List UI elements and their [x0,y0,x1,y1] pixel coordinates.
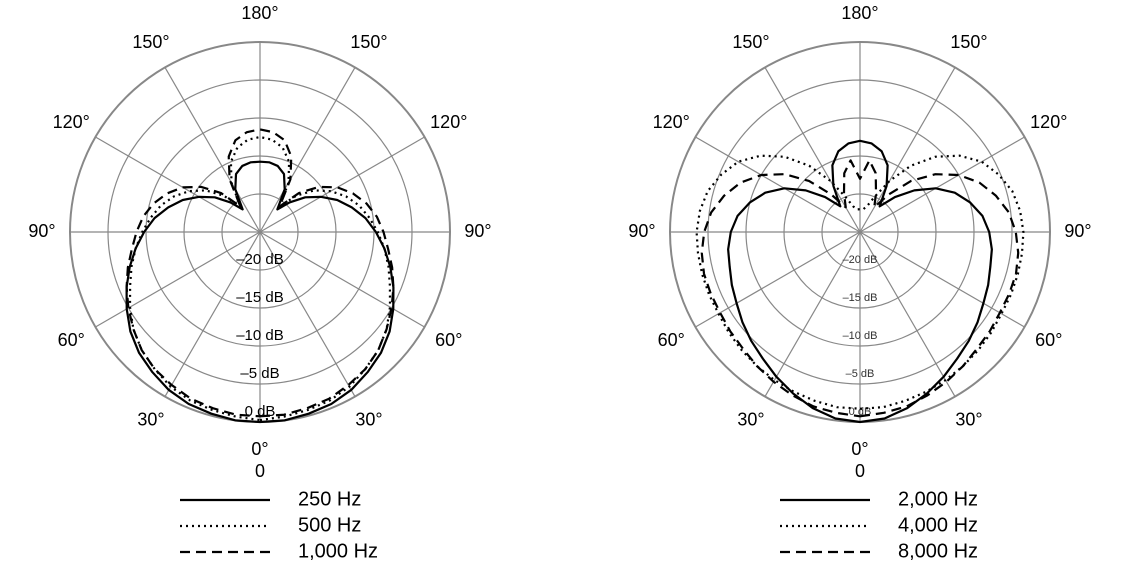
legend-right: 2,000 Hz 4,000 Hz 8,000 Hz [780,488,978,562]
angle-tick-label: 60° [58,330,85,350]
angle-tick-label: 60° [435,330,462,350]
db-tick-label: –5 dB [846,368,875,380]
angle-tick-label: 180° [841,3,878,23]
angle-tick-label: 90° [464,221,491,241]
angle-tick-label: 120° [653,112,690,132]
angle-tick-label: 120° [430,112,467,132]
db-tick-label: –5 dB [240,365,279,382]
angle-tick-label: 30° [137,410,164,430]
angle-zero-label: 0 [855,461,865,481]
angle-tick-label: 0° [251,439,268,459]
legend-left: 250 Hz 500 Hz 1,000 Hz [180,488,378,562]
angle-tick-label: 150° [732,32,769,52]
angle-tick-label: 120° [53,112,90,132]
polar-plot-low-freq: 0° 30° 60° 90° 120° 150° 180° 150° 120° 90° 60° 30°… [28,3,491,481]
db-tick-label: –10 dB [843,330,878,342]
angle-tick-label: 60° [658,330,685,350]
angle-tick-label: 90° [628,221,655,241]
db-tick-label: –15 dB [236,289,284,306]
db-tick-label: –20 dB [843,254,878,266]
angle-tick-label: 0° [851,439,868,459]
angle-tick-label: 90° [1064,221,1091,241]
angle-tick-label: 150° [350,32,387,52]
polar-plot-high-freq: 0° 30° 60° 90° 120° 150° 180° 150° 120° 90° 60° 30°… [628,3,1091,481]
legend-label: 8,000 Hz [898,540,978,562]
db-tick-label: –20 dB [236,251,284,268]
angle-tick-label: 30° [955,410,982,430]
angle-tick-label: 150° [950,32,987,52]
angle-tick-label: 30° [737,410,764,430]
legend-label: 500 Hz [298,514,361,536]
legend-label: 4,000 Hz [898,514,978,536]
db-tick-label: 0 dB [245,403,276,420]
angle-zero-label: 0 [255,461,265,481]
legend-label: 1,000 Hz [298,540,378,562]
legend-label: 2,000 Hz [898,488,978,510]
angle-tick-label: 180° [241,3,278,23]
legend-label: 250 Hz [298,488,361,510]
angle-tick-label: 60° [1035,330,1062,350]
angle-tick-label: 120° [1030,112,1067,132]
angle-tick-label: 30° [355,410,382,430]
angle-tick-label: 90° [28,221,55,241]
db-tick-label: –10 dB [236,327,284,344]
db-tick-label: –15 dB [843,292,878,304]
angle-tick-label: 150° [132,32,169,52]
